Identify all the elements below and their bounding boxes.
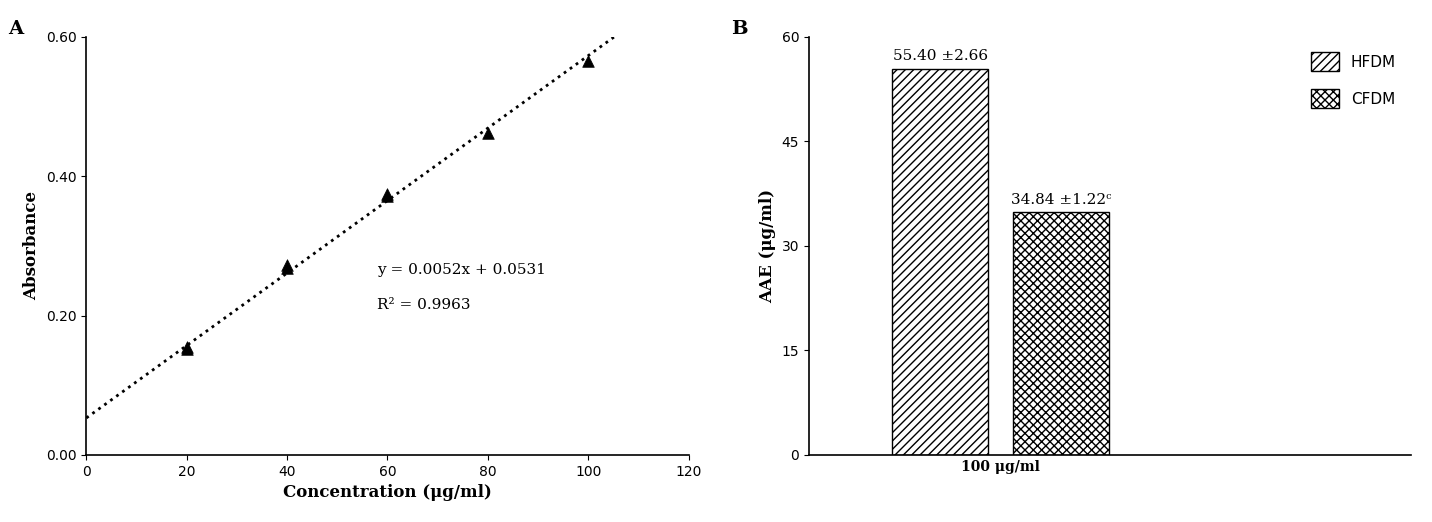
Point bbox=[477, 129, 500, 137]
Point bbox=[577, 57, 600, 65]
Bar bbox=[892, 69, 988, 455]
Text: 55.40 ±2.66: 55.40 ±2.66 bbox=[892, 50, 988, 63]
Y-axis label: AAE (μg/ml): AAE (μg/ml) bbox=[759, 189, 776, 303]
Text: R² = 0.9963: R² = 0.9963 bbox=[378, 298, 471, 312]
Point bbox=[276, 264, 299, 272]
Point bbox=[175, 345, 198, 353]
Point bbox=[377, 189, 400, 198]
Y-axis label: Absorbance: Absorbance bbox=[23, 192, 40, 300]
X-axis label: Concentration (μg/ml): Concentration (μg/ml) bbox=[284, 484, 493, 501]
Legend: HFDM, CFDM: HFDM, CFDM bbox=[1303, 44, 1403, 115]
Text: B: B bbox=[730, 20, 748, 38]
Point bbox=[175, 343, 198, 351]
Point bbox=[276, 260, 299, 269]
Text: y = 0.0052x + 0.0531: y = 0.0052x + 0.0531 bbox=[378, 263, 547, 277]
Bar bbox=[1012, 212, 1108, 455]
Point bbox=[377, 192, 400, 200]
Text: 34.84 ±1.22ᶜ: 34.84 ±1.22ᶜ bbox=[1011, 193, 1111, 207]
Text: A: A bbox=[9, 20, 23, 38]
